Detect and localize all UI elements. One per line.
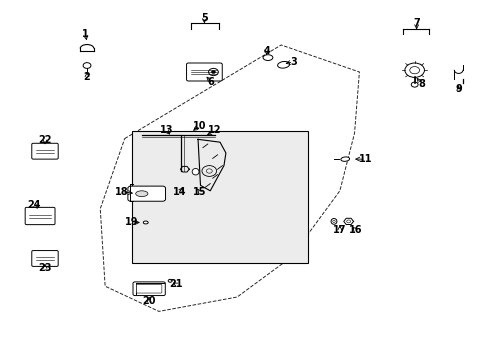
Text: 7: 7 (412, 18, 419, 28)
Ellipse shape (340, 157, 349, 161)
FancyBboxPatch shape (32, 251, 58, 266)
Ellipse shape (135, 191, 148, 197)
FancyBboxPatch shape (32, 143, 58, 159)
Text: 3: 3 (289, 57, 296, 67)
Text: 12: 12 (208, 125, 222, 135)
Text: 16: 16 (348, 225, 362, 235)
Text: 22: 22 (38, 135, 52, 145)
FancyBboxPatch shape (25, 207, 55, 225)
Text: 5: 5 (201, 13, 207, 23)
Ellipse shape (346, 220, 350, 223)
Text: 14: 14 (173, 186, 186, 197)
Bar (132, 131, 307, 263)
Ellipse shape (168, 279, 172, 282)
Text: 17: 17 (332, 225, 346, 235)
Text: 23: 23 (38, 263, 52, 273)
Ellipse shape (277, 62, 289, 68)
Text: 4: 4 (263, 46, 269, 56)
Text: 8: 8 (417, 78, 424, 89)
Text: 2: 2 (83, 72, 90, 82)
Text: 10: 10 (192, 121, 206, 131)
FancyBboxPatch shape (136, 284, 162, 293)
Text: 1: 1 (82, 29, 89, 39)
Ellipse shape (192, 168, 199, 175)
Ellipse shape (143, 221, 148, 224)
Text: 20: 20 (142, 296, 156, 306)
FancyBboxPatch shape (133, 282, 165, 296)
Text: 6: 6 (207, 77, 214, 87)
Text: 18: 18 (114, 186, 128, 197)
Text: 13: 13 (159, 125, 173, 135)
Text: 21: 21 (169, 279, 183, 289)
Ellipse shape (330, 219, 336, 224)
Text: 19: 19 (125, 217, 139, 228)
Circle shape (211, 71, 215, 73)
Ellipse shape (332, 220, 334, 222)
FancyBboxPatch shape (186, 63, 222, 81)
Text: 15: 15 (192, 186, 206, 197)
Ellipse shape (263, 55, 272, 60)
Text: 9: 9 (454, 84, 461, 94)
FancyBboxPatch shape (127, 186, 165, 201)
Text: 11: 11 (358, 154, 372, 164)
Text: 24: 24 (27, 200, 41, 210)
